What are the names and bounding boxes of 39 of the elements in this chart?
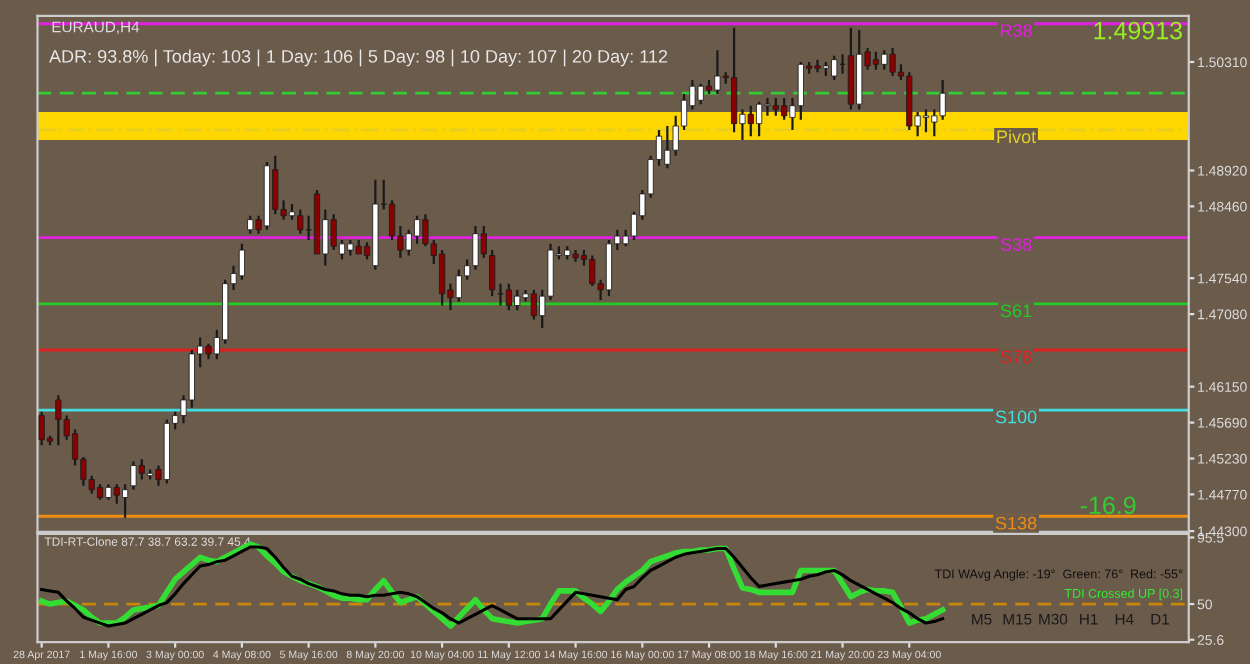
- ref-line-label: S78: [1000, 350, 1032, 364]
- candlestick: [605, 238, 613, 298]
- candlestick: [130, 460, 137, 491]
- candlestick: [714, 49, 721, 96]
- candlestick: [138, 458, 145, 481]
- candlestick: [589, 254, 596, 288]
- candlestick: [797, 60, 804, 121]
- candlestick: [939, 78, 946, 121]
- candlestick: [188, 348, 195, 409]
- candlestick: [413, 214, 421, 245]
- candlestick: [238, 242, 245, 281]
- candlestick: [922, 108, 930, 134]
- candlestick: [514, 288, 521, 312]
- candlestick: [472, 224, 479, 271]
- candlestick: [480, 224, 487, 260]
- ref-line-label: S61: [1000, 304, 1032, 318]
- ref-line-label: S38: [1000, 238, 1032, 251]
- ref-line-label: Pivot: [997, 129, 1036, 144]
- candlestick: [297, 208, 304, 235]
- ref-line-label: R38: [1000, 24, 1032, 37]
- candlestick: [455, 268, 462, 303]
- candlestick: [664, 124, 671, 170]
- ref-line-label: S138: [995, 516, 1037, 530]
- candlestick: [881, 49, 888, 71]
- annotation: -16.9: [1080, 496, 1136, 515]
- candlestick: [831, 54, 838, 82]
- annotation: ADR: 93.8% | Today: 103 | 1 Day: 106 | 5 Day: 98 | 10 Day: 107 | 20 Day: 112: [49, 49, 668, 67]
- candlestick: [697, 82, 704, 106]
- candlestick: [55, 394, 62, 447]
- candlestick: [38, 410, 45, 447]
- candlestick: [747, 104, 754, 138]
- ref-line-label: S100: [995, 410, 1037, 424]
- candlestick: [330, 213, 337, 252]
- candlestick: [422, 213, 429, 248]
- candlestick: [764, 96, 771, 117]
- candlestick: [489, 248, 496, 298]
- annotation: 1.49913: [1094, 21, 1182, 40]
- candlestick: [889, 46, 896, 78]
- candlestick: [113, 483, 120, 505]
